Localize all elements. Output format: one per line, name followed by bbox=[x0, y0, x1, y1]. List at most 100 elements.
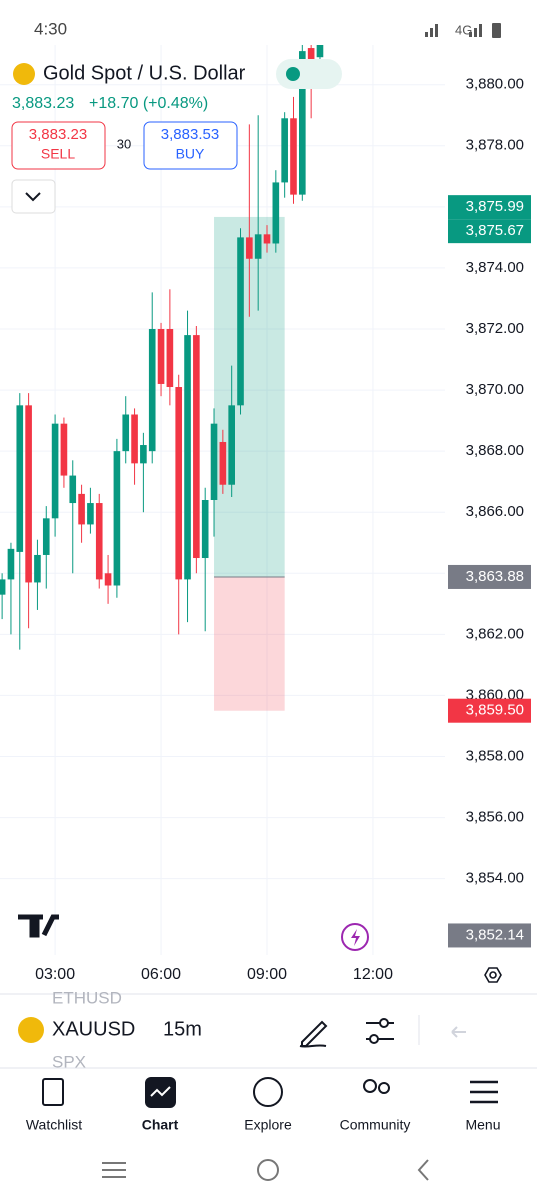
last-price: 3,883.23 bbox=[12, 95, 74, 112]
slider-knob bbox=[379, 1018, 389, 1028]
price-tag-label: 3,875.67 bbox=[466, 222, 524, 239]
price-tag bbox=[448, 923, 531, 948]
candle-body bbox=[316, 45, 324, 58]
settings-button[interactable] bbox=[484, 967, 502, 983]
y-tick-label: 3,870.00 bbox=[466, 381, 524, 398]
y-tick-label: 3,854.00 bbox=[466, 870, 524, 887]
candle-body bbox=[157, 328, 165, 384]
sell-price: 3,883.23 bbox=[29, 126, 87, 143]
symbol[interactable]: XAUUSD bbox=[52, 1018, 135, 1040]
y-tick-label: 3,866.00 bbox=[466, 503, 524, 520]
x-tick-label: 09:00 bbox=[247, 966, 287, 983]
candle-body bbox=[307, 48, 315, 70]
nav-label[interactable]: Menu bbox=[465, 1117, 500, 1133]
prev-symbol: ETHUSD bbox=[52, 988, 122, 1007]
buy-price: 3,883.53 bbox=[161, 126, 219, 143]
candle-body bbox=[263, 234, 271, 244]
undo-button[interactable] bbox=[451, 1026, 466, 1038]
x-tick-label: 06:00 bbox=[141, 966, 181, 983]
price-tag-label: 3,852.14 bbox=[466, 926, 524, 943]
draw-tool[interactable] bbox=[299, 1020, 328, 1048]
sell-label: SELL bbox=[41, 146, 75, 162]
candle-body bbox=[175, 387, 183, 580]
candle-body bbox=[290, 118, 297, 195]
tv-logo bbox=[18, 914, 59, 938]
price-tag-label: 3,859.50 bbox=[466, 702, 524, 719]
symbol-title: Gold Spot / U.S. Dollar bbox=[43, 62, 246, 84]
next-symbol: SPX bbox=[52, 1052, 86, 1071]
candle-body bbox=[281, 118, 288, 183]
axis-layer: 3,880.003,878.003,876.003,874.003,872.00… bbox=[35, 76, 531, 983]
candle-body bbox=[25, 405, 32, 583]
candle-body bbox=[184, 335, 191, 580]
candle-body bbox=[87, 503, 94, 525]
community-icon[interactable] bbox=[363, 1079, 377, 1093]
buy-button[interactable] bbox=[143, 121, 238, 170]
candle-body bbox=[69, 475, 77, 504]
candle-body bbox=[219, 441, 227, 485]
candle-body bbox=[60, 423, 68, 476]
candle-body bbox=[201, 500, 209, 559]
candle-body bbox=[113, 451, 121, 586]
watchlist-icon[interactable] bbox=[42, 1078, 64, 1106]
settings-dot bbox=[489, 971, 497, 979]
candle-body bbox=[95, 503, 103, 580]
spread: 30 bbox=[117, 136, 131, 151]
network: 4G bbox=[455, 22, 472, 37]
price-tag-label: 3,875.99 bbox=[466, 198, 524, 215]
lightning-icon bbox=[351, 929, 360, 946]
candle-body bbox=[104, 573, 112, 586]
y-tick-label: 3,868.00 bbox=[466, 442, 524, 459]
lightning-button[interactable] bbox=[341, 923, 369, 951]
y-tick-label: 3,878.00 bbox=[466, 137, 524, 154]
explore-icon[interactable] bbox=[253, 1077, 283, 1107]
stop-zone bbox=[214, 576, 285, 711]
community-icon-2 bbox=[378, 1082, 390, 1094]
candle-body bbox=[148, 328, 156, 452]
signal-icons bbox=[425, 23, 501, 38]
price-tag-label: 3,863.88 bbox=[466, 568, 524, 585]
price-change: +18.70 (+0.48%) bbox=[89, 95, 208, 112]
home-button[interactable] bbox=[257, 1159, 279, 1181]
nav-label[interactable]: Explore bbox=[244, 1117, 292, 1133]
candle-body bbox=[193, 335, 200, 559]
y-tick-label: 3,880.00 bbox=[466, 76, 524, 93]
candle-body bbox=[254, 234, 262, 259]
nav-label[interactable]: Community bbox=[340, 1117, 411, 1133]
candle-body bbox=[122, 414, 130, 452]
recents-button[interactable] bbox=[102, 1162, 126, 1178]
y-tick-label: 3,856.00 bbox=[466, 809, 524, 826]
nav-label[interactable]: Watchlist bbox=[26, 1117, 82, 1133]
price-tag bbox=[448, 698, 531, 723]
grid-layer bbox=[0, 45, 445, 955]
price-tag bbox=[448, 564, 531, 589]
candle-body bbox=[78, 493, 85, 525]
candle-body bbox=[140, 445, 147, 464]
interval[interactable]: 15m bbox=[163, 1018, 202, 1040]
candle-body bbox=[210, 423, 218, 500]
status-pill[interactable] bbox=[276, 59, 342, 89]
market-open-dot bbox=[286, 67, 300, 81]
slider-knob bbox=[369, 1034, 379, 1044]
nav-label[interactable]: Chart bbox=[142, 1117, 179, 1133]
candle-body bbox=[228, 405, 235, 485]
candle-body bbox=[42, 518, 50, 555]
menu-icon[interactable] bbox=[470, 1080, 498, 1104]
gold-icon bbox=[13, 63, 35, 85]
candle-body bbox=[51, 423, 59, 519]
candle-body bbox=[34, 554, 41, 583]
candle-body bbox=[7, 548, 15, 580]
collapse-button[interactable] bbox=[11, 179, 56, 214]
back-button[interactable] bbox=[417, 1159, 429, 1181]
y-tick-label: 3,858.00 bbox=[466, 747, 524, 764]
candle-body bbox=[246, 237, 253, 259]
candle-body bbox=[166, 328, 174, 388]
candle-body bbox=[131, 414, 138, 464]
sell-button[interactable] bbox=[11, 121, 106, 170]
candle-body bbox=[272, 182, 280, 244]
nav-bar bbox=[42, 1077, 498, 1108]
clock: 4:30 bbox=[34, 19, 67, 38]
price-tag bbox=[448, 195, 531, 220]
